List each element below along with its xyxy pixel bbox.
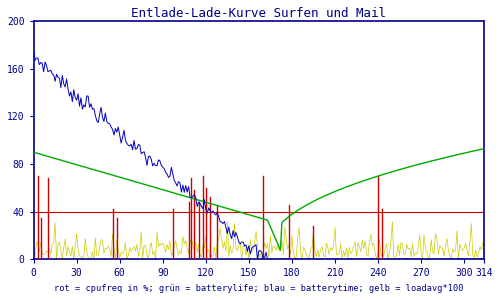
X-axis label: rot = cpufreq in %; grün = batterylife; blau = batterytime; gelb = loadavg*100: rot = cpufreq in %; grün = batterylife; … xyxy=(54,284,464,293)
Title: Entlade-Lade-Kurve Surfen und Mail: Entlade-Lade-Kurve Surfen und Mail xyxy=(132,7,386,20)
